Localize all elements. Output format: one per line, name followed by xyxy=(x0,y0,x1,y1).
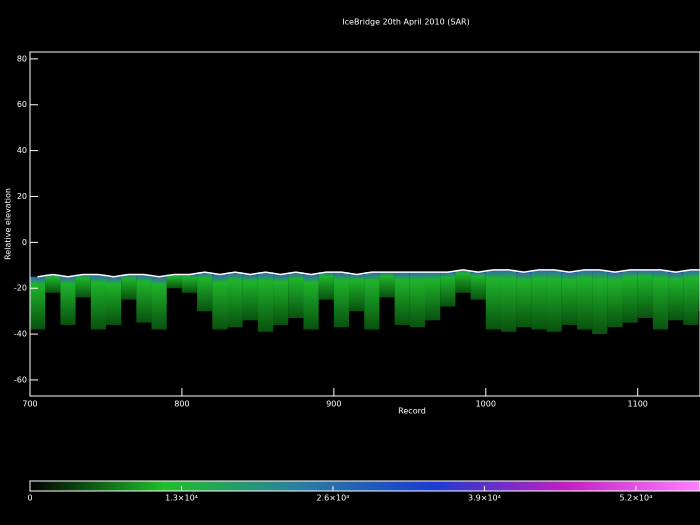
echo-column xyxy=(257,272,274,332)
echo-column xyxy=(516,272,532,328)
y-tick-label: -40 xyxy=(14,330,27,339)
echo-column xyxy=(75,274,91,298)
echo-column xyxy=(121,274,137,300)
echo-column xyxy=(576,269,593,330)
echo-column xyxy=(531,269,547,330)
echo-column xyxy=(379,272,395,298)
echo-column xyxy=(333,272,350,328)
colorbar-tick-label: 3.9×10⁴ xyxy=(468,494,501,503)
echo-column xyxy=(622,269,638,323)
echo-column xyxy=(592,269,608,335)
x-tick-label: 800 xyxy=(174,400,189,409)
x-tick-label: 900 xyxy=(326,400,341,409)
echo-column xyxy=(455,269,471,293)
echo-column xyxy=(181,274,198,293)
echo-column xyxy=(394,272,410,325)
echo-column xyxy=(409,272,426,328)
y-tick-label: 20 xyxy=(17,192,27,201)
colorbar-tick-label: 1.3×10⁴ xyxy=(165,494,198,503)
echo-column xyxy=(637,269,653,319)
y-tick-label: 0 xyxy=(22,238,27,247)
x-tick-label: 700 xyxy=(22,400,37,409)
echo-column xyxy=(288,272,304,319)
y-tick-label: -20 xyxy=(14,284,27,293)
y-tick-label: 40 xyxy=(17,146,27,155)
echo-column xyxy=(425,272,441,321)
colorbar xyxy=(29,480,700,492)
y-tick-label: 80 xyxy=(17,54,27,63)
echo-column xyxy=(440,272,456,307)
y-tick-label: 60 xyxy=(17,100,27,109)
y-axis-label: Relative elevation xyxy=(4,188,13,260)
echo-column xyxy=(45,274,61,293)
echo-column xyxy=(227,272,243,328)
echo-column xyxy=(683,269,699,325)
x-tick-label: 1100 xyxy=(628,400,648,409)
echo-column xyxy=(485,269,501,330)
echo-column xyxy=(318,272,334,300)
echo-column xyxy=(136,274,152,323)
echo-column xyxy=(90,274,106,330)
echo-column xyxy=(30,276,46,330)
echo-column xyxy=(166,274,182,289)
colorbar-tick-label: 2.6×10⁴ xyxy=(317,494,350,503)
echo-column xyxy=(698,269,700,312)
echo-column xyxy=(242,274,258,321)
echo-column xyxy=(151,276,167,330)
echo-column xyxy=(470,272,486,300)
echo-column xyxy=(652,269,669,330)
surface-line xyxy=(37,269,700,278)
colorbar-tick-label: 5.2×10⁴ xyxy=(620,494,653,503)
echo-column xyxy=(273,274,289,325)
echo-column xyxy=(500,269,517,332)
echo-column xyxy=(607,272,623,328)
echo-column xyxy=(105,276,122,325)
echo-column xyxy=(546,269,562,332)
chart-title: IceBridge 20th April 2010 (SAR) xyxy=(342,18,469,27)
echo-column xyxy=(60,276,76,325)
echo-column xyxy=(364,272,380,330)
x-axis-label: Record xyxy=(398,407,426,416)
colorbar-tick-label: 0 xyxy=(27,494,32,503)
echo-column xyxy=(303,274,319,330)
echo-column xyxy=(349,274,365,312)
echo-column xyxy=(561,272,577,325)
x-tick-label: 1000 xyxy=(476,400,496,409)
plot-frame xyxy=(29,51,700,397)
echo-column xyxy=(212,274,228,330)
echo-column xyxy=(197,272,213,312)
y-tick-label: -60 xyxy=(14,375,27,384)
echo-column xyxy=(668,272,684,321)
